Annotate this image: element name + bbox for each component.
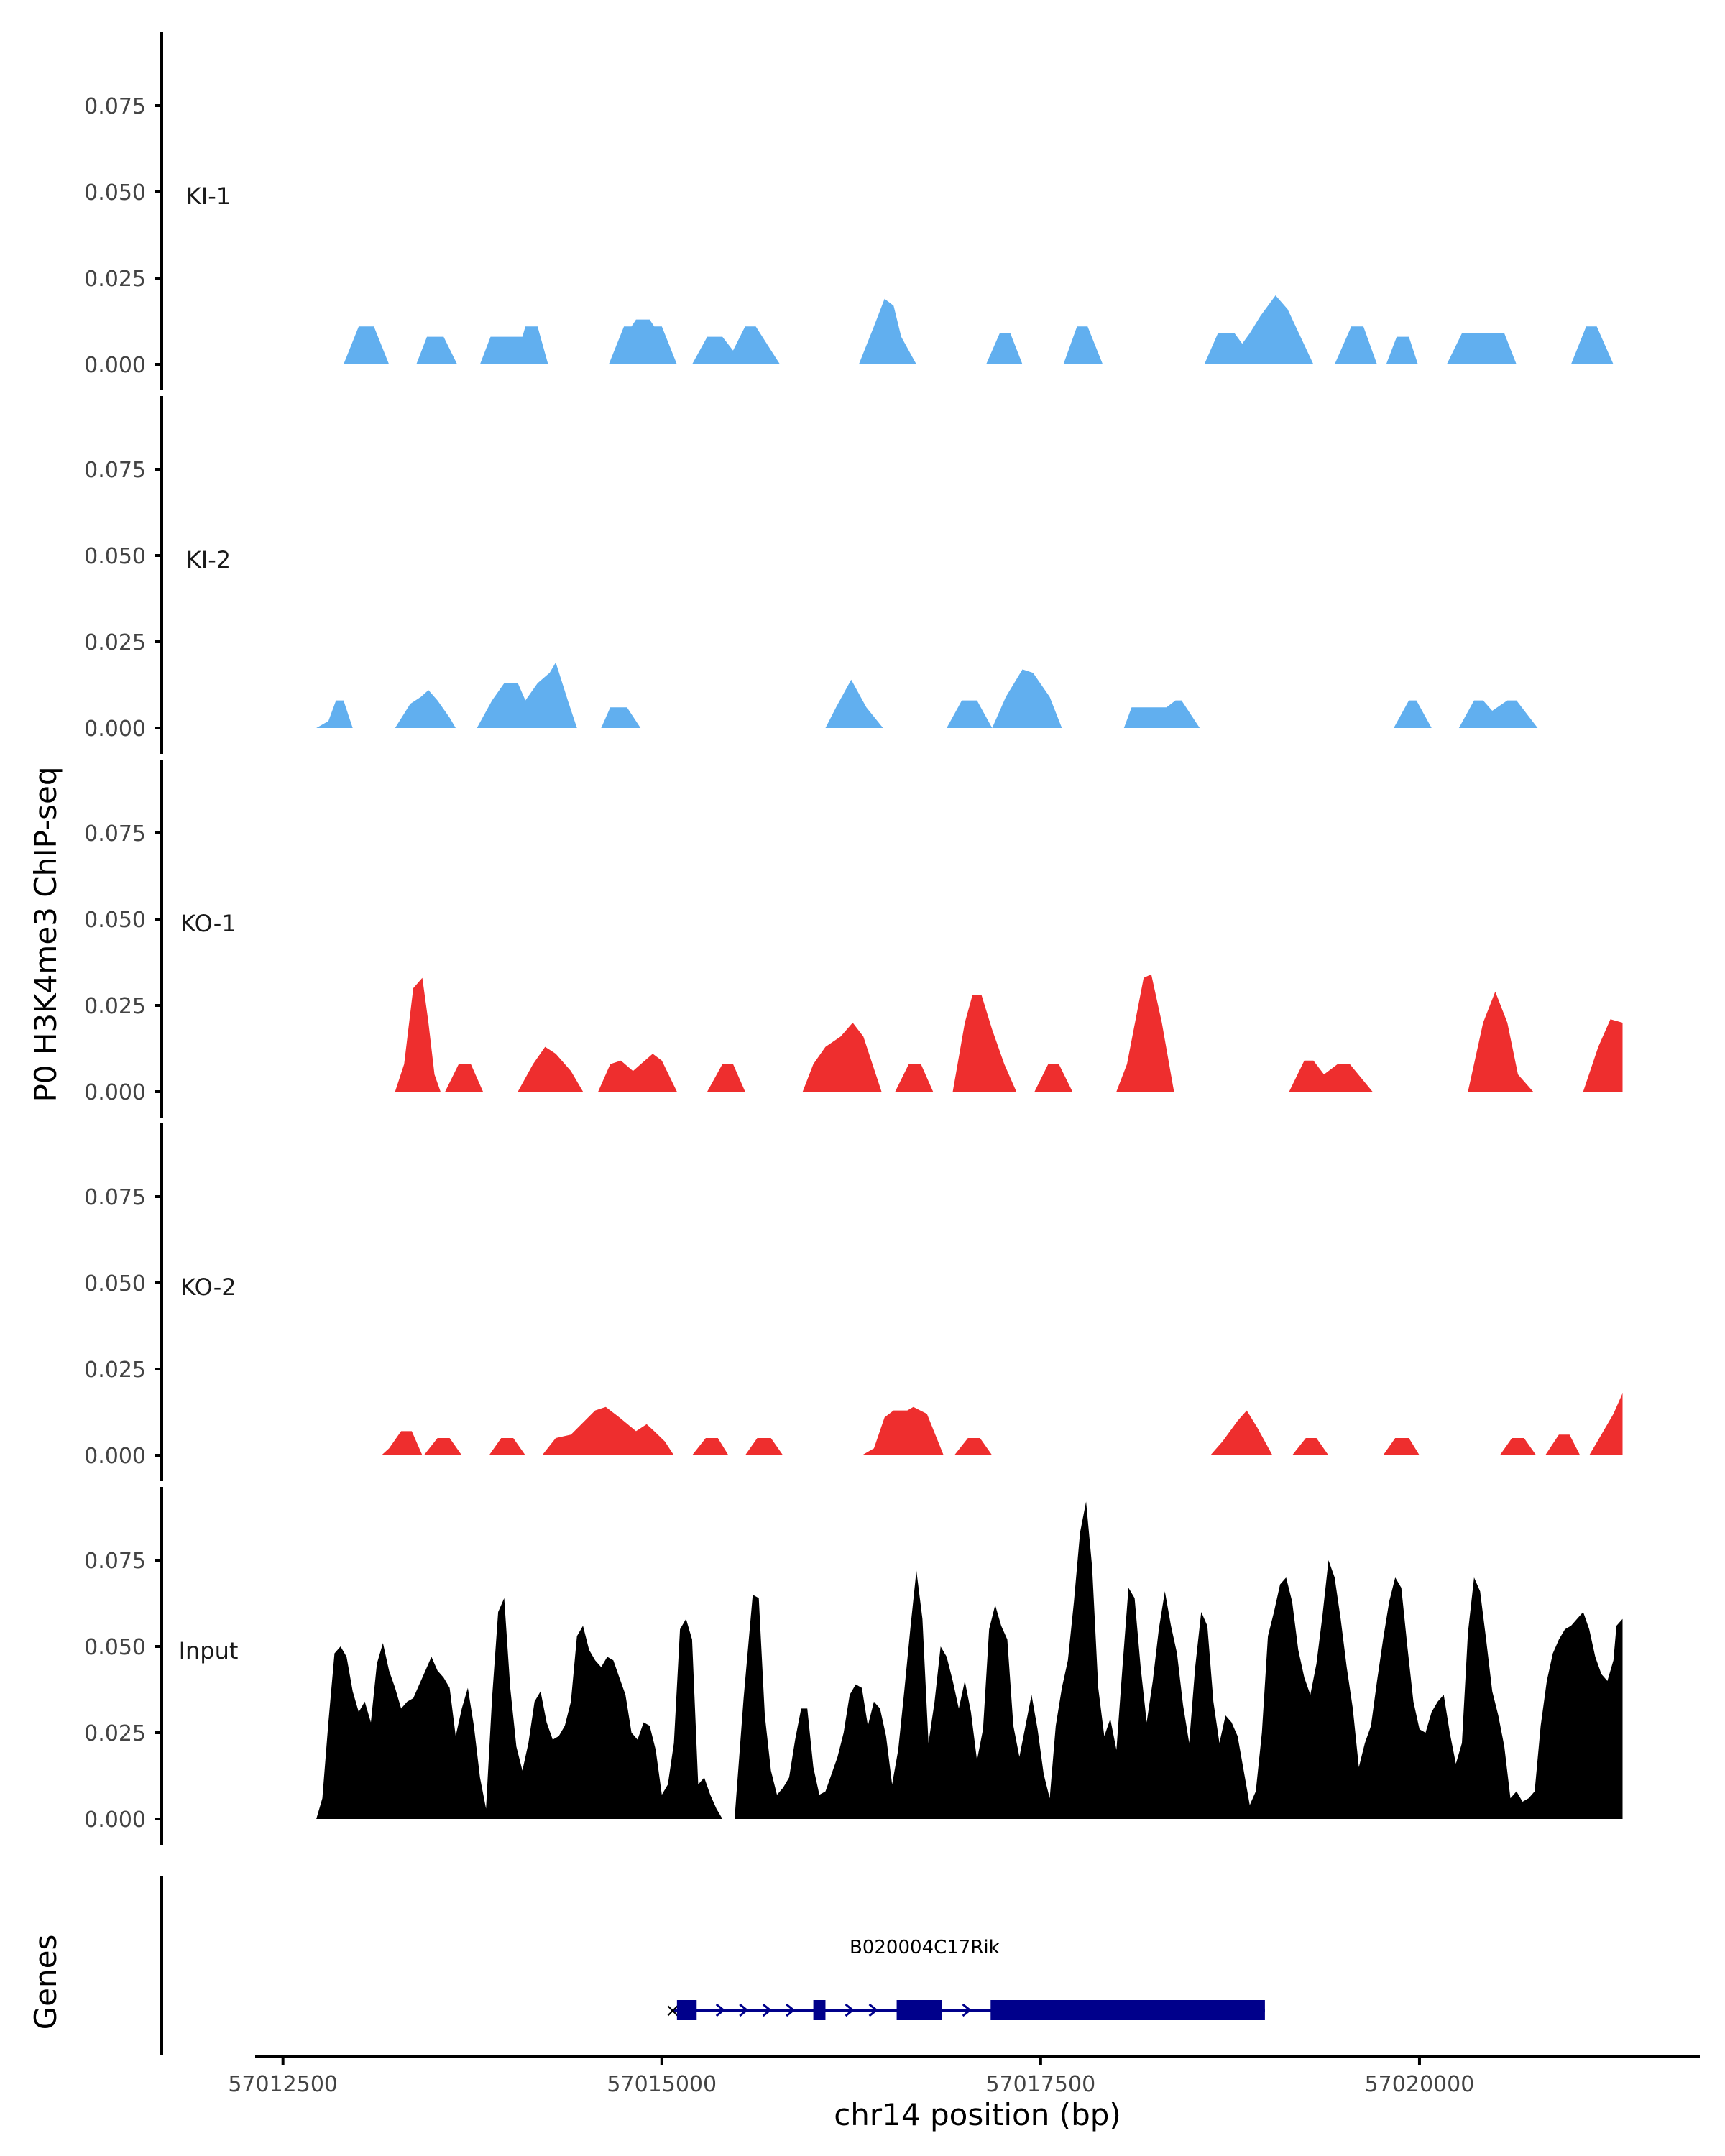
y-tick-label: 0.025 [84, 267, 146, 292]
y-tick-label: 0.050 [84, 908, 146, 933]
track-ko-2: 0.000 0.025 0.050 0.075 KO-2 [84, 1123, 1623, 1481]
gene-start-marker: × [665, 2000, 681, 2022]
track-input: 0.000 0.025 0.050 0.075 Input [84, 1487, 1623, 1845]
y-tick-label: 0.025 [84, 1358, 146, 1383]
track-ki-1-area [344, 295, 1614, 364]
y-tick-label: 0.000 [84, 1807, 146, 1833]
gene-name-label: B020004C17Rik [850, 1937, 1000, 1958]
gene-strand-arrow [868, 2003, 878, 2017]
track-ki-1: 0.000 0.025 0.050 0.075 KI-1 [84, 32, 1614, 390]
gene-strand-arrow [845, 2003, 855, 2017]
y-tick-label: 0.075 [84, 94, 146, 119]
y-tick-label: 0.025 [84, 630, 146, 655]
y-axis-title: P0 H3K4me3 ChIP-seq [28, 766, 63, 1102]
y-tick-label: 0.025 [84, 994, 146, 1019]
gene-exon [990, 2000, 1265, 2020]
y-tick-label: 0.075 [84, 1549, 146, 1574]
genes-panel: Genes × B020004C17Rik [28, 1876, 1265, 2055]
y-tick-label: 0.075 [84, 821, 146, 847]
x-tick-label: 57015000 [607, 2072, 717, 2097]
gene-exon [896, 2000, 942, 2020]
gene-exon [676, 2000, 697, 2020]
track-ko-1: 0.000 0.025 0.050 0.075 KO-1 [84, 760, 1623, 1118]
y-tick-label: 0.000 [84, 717, 146, 742]
gene-strand-arrow [786, 2003, 796, 2017]
gene-strand-arrow [962, 2003, 972, 2017]
genes-title: Genes [28, 1935, 63, 2030]
x-axis: 57012500 57015000 57017500 57020000 [228, 2055, 1700, 2097]
x-axis-title: chr14 position (bp) [834, 2097, 1121, 2132]
track-ko-2-area [381, 1393, 1623, 1455]
y-tick-label: 0.000 [84, 353, 146, 378]
track-ko-1-area [395, 974, 1623, 1092]
track-ki-2: 0.000 0.025 0.050 0.075 KI-2 [84, 396, 1538, 754]
y-tick-label: 0.050 [84, 180, 146, 206]
gene-strand-arrow [739, 2003, 749, 2017]
track-ko-2-label: KO-2 [180, 1273, 236, 1301]
track-input-label: Input [179, 1637, 239, 1664]
x-tick-label: 57012500 [228, 2072, 338, 2097]
track-input-area [316, 1501, 1623, 1819]
y-tick-label: 0.050 [84, 1635, 146, 1660]
gene-strand-arrow [715, 2003, 726, 2017]
x-tick-label: 57017500 [986, 2072, 1096, 2097]
x-tick-label: 57020000 [1365, 2072, 1475, 2097]
track-ki-1-label: KI-1 [186, 183, 231, 210]
gene-model: × B020004C17Rik [665, 1937, 1265, 2022]
track-ki-2-area [316, 662, 1538, 728]
track-ki-2-label: KI-2 [186, 546, 231, 573]
gene-strand-arrow [762, 2003, 773, 2017]
y-tick-label: 0.075 [84, 458, 146, 483]
tracks-group: 0.0000.0250.0500.075KI-10.0000.0250.0500… [84, 32, 1623, 1845]
track-ko-1-label: KO-1 [180, 910, 236, 937]
y-tick-label: 0.025 [84, 1721, 146, 1746]
gene-exon [813, 2000, 826, 2020]
y-tick-label: 0.000 [84, 1080, 146, 1105]
y-tick-label: 0.050 [84, 1271, 146, 1296]
y-tick-label: 0.050 [84, 544, 146, 569]
y-tick-label: 0.000 [84, 1444, 146, 1469]
y-tick-label: 0.075 [84, 1185, 146, 1210]
